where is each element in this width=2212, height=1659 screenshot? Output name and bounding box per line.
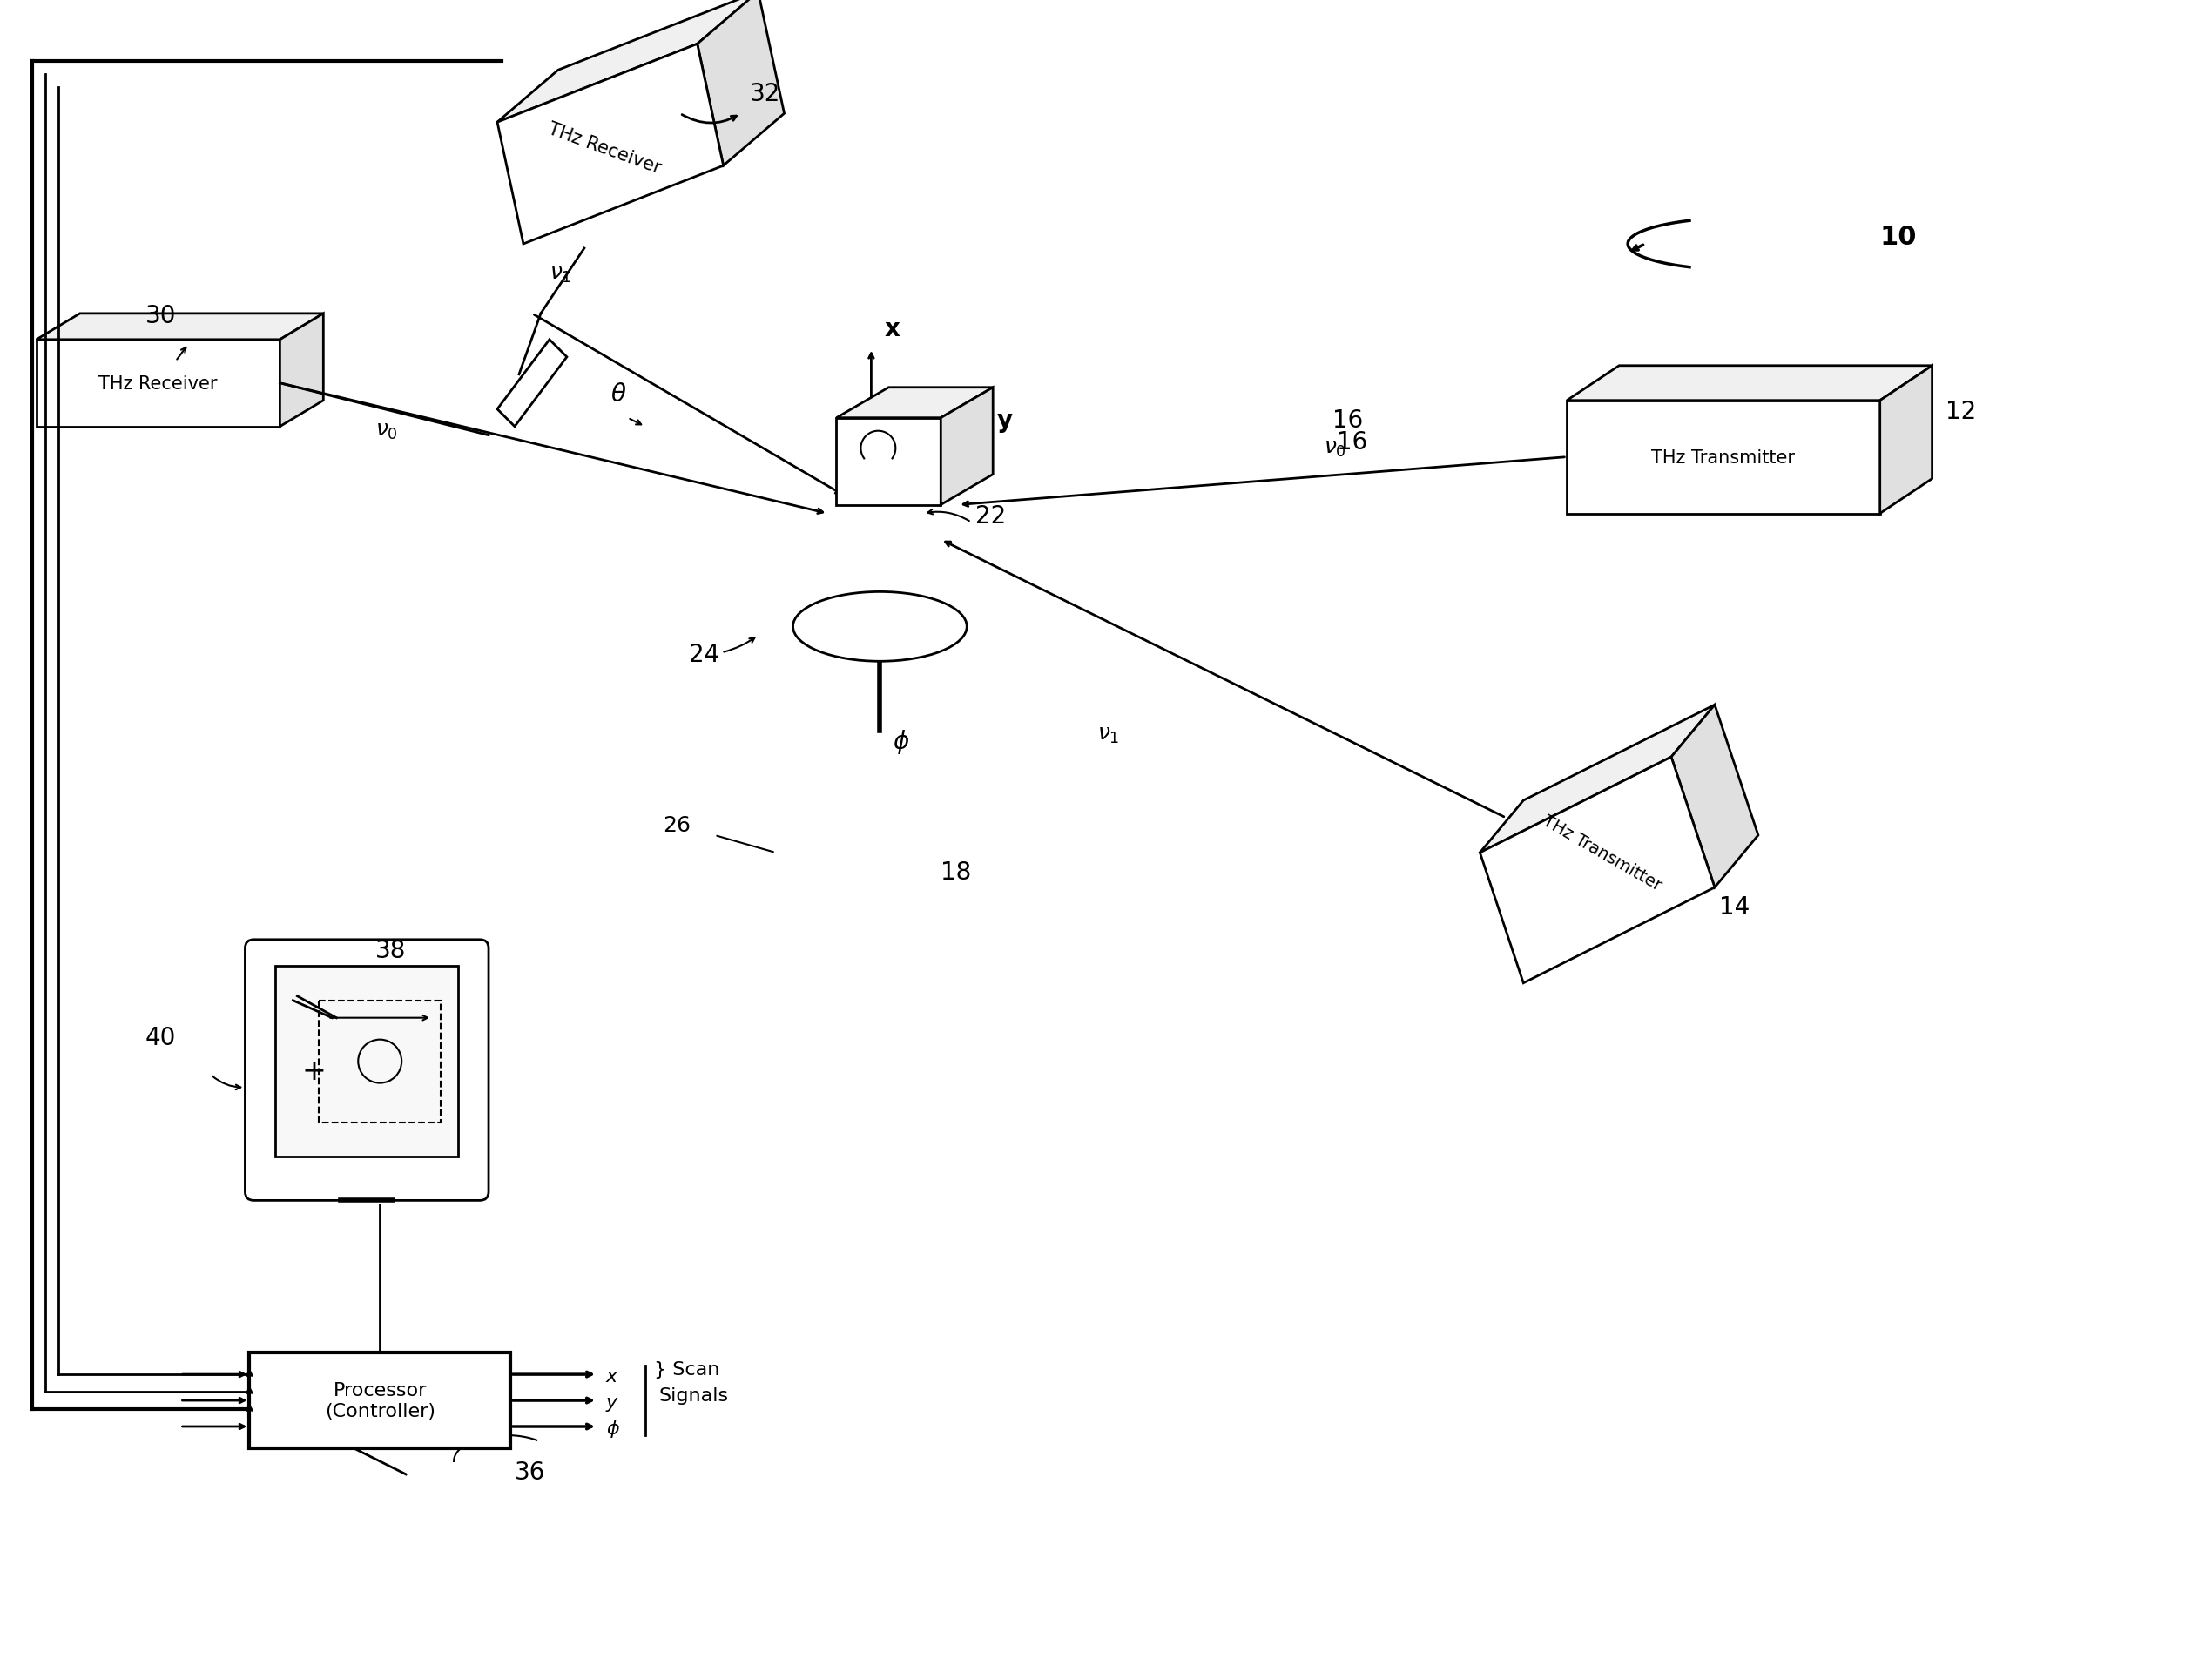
Polygon shape [697,0,785,166]
Text: $\nu_0$: $\nu_0$ [376,420,398,441]
Polygon shape [250,1352,511,1448]
Text: 30: 30 [146,304,177,328]
Polygon shape [1566,367,1931,401]
Polygon shape [1672,705,1759,888]
Text: 32: 32 [750,81,781,106]
Text: 20: 20 [940,435,971,458]
Text: $\nu_1$: $\nu_1$ [1097,725,1119,745]
Polygon shape [498,340,566,426]
Polygon shape [498,0,759,123]
Text: 16: 16 [1332,408,1363,433]
Text: } Scan: } Scan [655,1360,719,1379]
Polygon shape [35,314,323,340]
Text: 12: 12 [1944,400,1975,423]
Text: 26: 26 [664,815,690,836]
Text: THz Receiver: THz Receiver [100,375,217,392]
Text: 24: 24 [688,642,719,667]
Polygon shape [836,388,993,418]
Text: 18: 18 [940,859,971,884]
Text: THz Receiver: THz Receiver [546,121,664,178]
Text: Signals: Signals [659,1387,728,1404]
Text: x: x [606,1367,617,1385]
Text: 38: 38 [376,937,407,962]
Text: $\phi$: $\phi$ [606,1418,619,1438]
Polygon shape [281,314,323,426]
Text: x: x [885,317,900,342]
Text: 22: 22 [975,504,1006,528]
Polygon shape [35,340,281,426]
Text: THz Transmitter: THz Transmitter [1652,450,1796,466]
Polygon shape [836,418,940,506]
Text: THz Transmitter: THz Transmitter [1540,813,1663,894]
Text: y: y [998,408,1013,433]
Polygon shape [276,966,458,1158]
Text: +: + [301,1057,325,1085]
Text: 10: 10 [1880,224,1918,251]
Text: Processor
(Controller): Processor (Controller) [325,1382,436,1420]
Text: $\nu_0$: $\nu_0$ [1323,438,1345,458]
Polygon shape [1480,705,1714,853]
Ellipse shape [792,592,967,662]
Text: $\nu_1$: $\nu_1$ [549,264,571,285]
Text: y: y [606,1394,617,1410]
Text: $\theta$: $\theta$ [611,382,626,406]
Polygon shape [1880,367,1931,514]
Polygon shape [498,45,723,244]
Text: 36: 36 [515,1460,546,1483]
Text: $\phi$: $\phi$ [894,728,909,755]
Text: 14: 14 [1719,894,1750,919]
Polygon shape [1566,401,1880,514]
Text: 40: 40 [146,1025,177,1050]
FancyBboxPatch shape [246,941,489,1201]
Text: 16: 16 [1336,430,1367,455]
Polygon shape [1480,758,1714,984]
Polygon shape [940,388,993,506]
